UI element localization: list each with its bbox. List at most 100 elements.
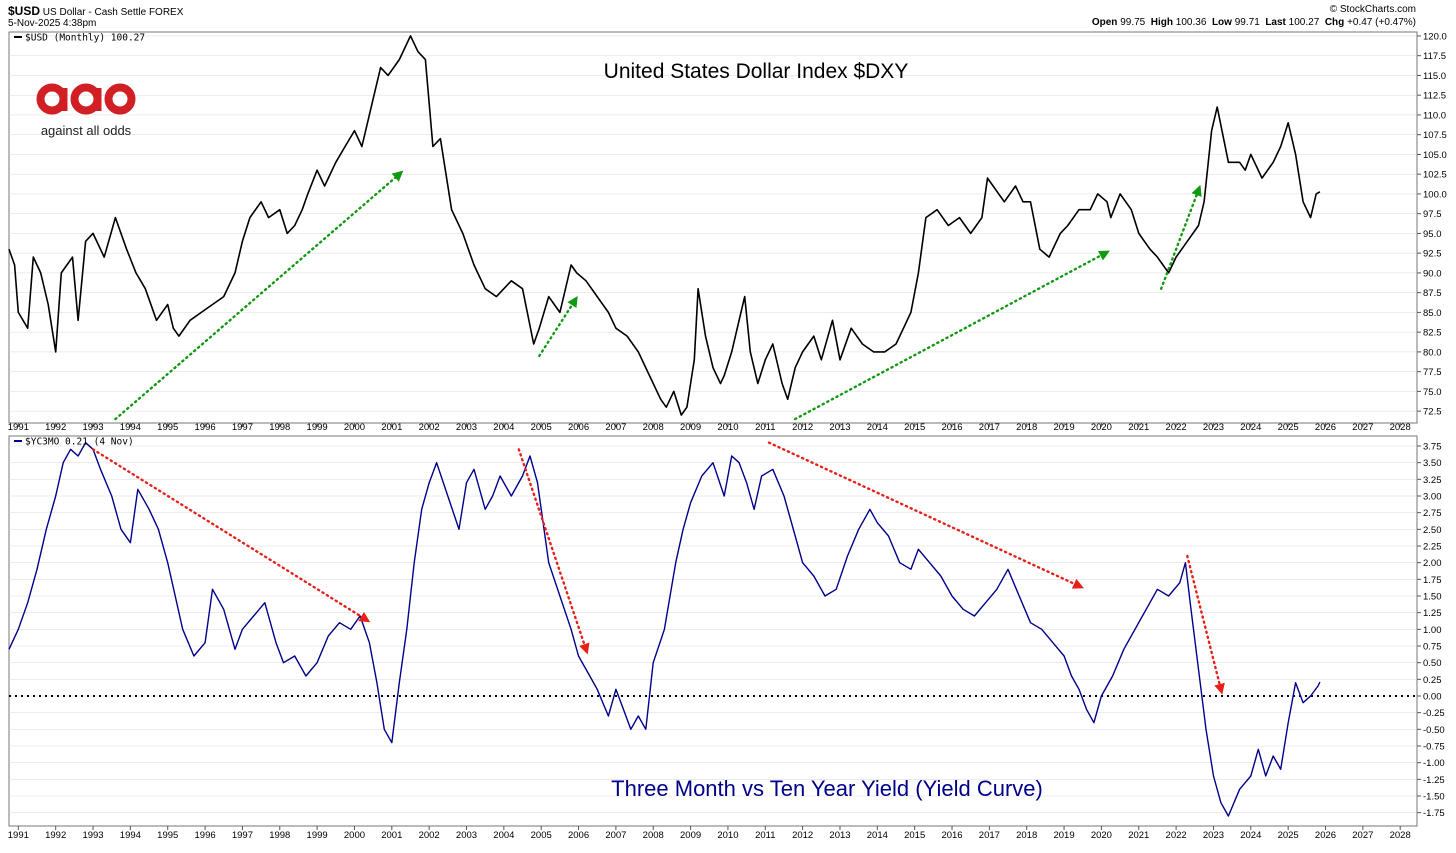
x-tick-label: 1997: [232, 422, 253, 433]
y-tick-label: 0.75: [1423, 642, 1442, 653]
x-tick-label: 2023: [1203, 830, 1224, 841]
y-tick-label: 110.0: [1423, 110, 1446, 121]
logo-stem: [59, 88, 68, 111]
y-tick-label: 87.5: [1423, 288, 1442, 299]
x-tick-label: 2022: [1166, 830, 1187, 841]
x-tick-label: 2021: [1128, 422, 1149, 433]
downtrend-arrow: [517, 448, 590, 655]
uptrend-arrow: [538, 296, 578, 358]
downtrend-arrow: [767, 441, 1084, 589]
y-tick-label: 115.0: [1423, 71, 1446, 82]
x-tick-label: 2016: [941, 830, 962, 841]
logo-tagline: against all odds: [41, 123, 132, 138]
x-tick-label: 2006: [568, 830, 589, 841]
downtrend-arrow: [1186, 554, 1225, 695]
y-tick-label: 2.75: [1423, 508, 1442, 519]
x-tick-label: 2003: [456, 422, 477, 433]
uptrend-arrow: [114, 170, 404, 421]
y-tick-label: -1.00: [1423, 758, 1445, 769]
y-tick-label: 1.25: [1423, 608, 1442, 619]
plot-frame: [8, 435, 1418, 827]
y-tick-label: 0.00: [1423, 692, 1442, 703]
x-tick-label: 2003: [456, 830, 477, 841]
y-tick-label: 77.5: [1423, 367, 1442, 378]
y-tick-label: 0.25: [1423, 675, 1442, 686]
y-tick-label: 0.50: [1423, 658, 1442, 669]
y-tick-label: 85.0: [1423, 308, 1442, 319]
symbol: $USD: [8, 4, 41, 18]
x-tick-label: 2004: [493, 830, 514, 841]
legend-label: $USD (Monthly) 100.27: [25, 33, 145, 44]
y-tick-label: 95.0: [1423, 229, 1442, 240]
downtrend-arrow: [91, 448, 371, 623]
y-tick-label: 90.0: [1423, 268, 1442, 279]
x-tick-label: 1994: [120, 422, 141, 433]
x-tick-label: 1997: [232, 830, 253, 841]
x-tick-label: 2024: [1240, 830, 1261, 841]
yield-curve-chart-title: Three Month vs Ten Year Yield (Yield Cur…: [611, 776, 1043, 801]
x-tick-label: 2005: [531, 830, 552, 841]
x-tick-label: 2007: [605, 422, 626, 433]
x-tick-label: 1995: [157, 422, 178, 433]
x-tick-label: 1999: [307, 422, 328, 433]
x-tick-label: 2025: [1278, 422, 1299, 433]
instrument-name: US Dollar - Cash Settle: [42, 7, 147, 18]
x-tick-label: 1999: [307, 830, 328, 841]
x-tick-label: 1993: [82, 422, 103, 433]
logo-stem: [93, 88, 102, 111]
x-tick-label: 2017: [979, 830, 1000, 841]
y-tick-label: 120.0: [1423, 31, 1447, 42]
x-tick-label: 2027: [1352, 830, 1373, 841]
x-tick-label: 2019: [1053, 422, 1074, 433]
y-tick-label: 107.5: [1423, 130, 1447, 141]
x-tick-label: 1991: [8, 830, 29, 841]
ohlc-item: Chg +0.47 (+0.47%): [1324, 17, 1416, 28]
y-tick-label: 117.5: [1423, 51, 1446, 62]
x-tick-label: 2002: [419, 422, 440, 433]
x-tick-label: 2013: [829, 830, 850, 841]
x-tick-label: 2017: [979, 422, 1000, 433]
y-tick-label: 1.50: [1423, 592, 1442, 603]
y-tick-label: -0.25: [1423, 708, 1445, 719]
x-tick-label: 2025: [1278, 830, 1299, 841]
x-tick-label: 2000: [344, 422, 365, 433]
x-tick-label: 2008: [643, 830, 664, 841]
uptrend-arrow: [793, 250, 1110, 421]
y-tick-label: 75.0: [1423, 387, 1442, 398]
x-tick-label: 2014: [867, 422, 888, 433]
y-tick-label: 102.5: [1423, 170, 1447, 181]
x-tick-label: 2026: [1315, 830, 1336, 841]
x-tick-label: 2012: [792, 422, 813, 433]
x-tick-label: 2007: [605, 830, 626, 841]
x-tick-label: 2006: [568, 422, 589, 433]
x-tick-label: 2015: [904, 422, 925, 433]
y-tick-label: -1.75: [1423, 808, 1445, 819]
x-tick-label: 2021: [1128, 830, 1149, 841]
chart-date: 5-Nov-2025 4:38pm: [8, 18, 97, 29]
ohlc-item: Open 99.75: [1091, 17, 1146, 28]
y-tick-label: 1.00: [1423, 625, 1442, 636]
x-tick-label: 2010: [717, 830, 738, 841]
y-tick-label: 2.00: [1423, 558, 1442, 569]
x-tick-label: 1998: [269, 422, 290, 433]
x-tick-label: 2028: [1390, 422, 1411, 433]
y-tick-label: -1.25: [1423, 775, 1445, 786]
x-tick-label: 2024: [1240, 422, 1261, 433]
x-tick-label: 1996: [195, 830, 216, 841]
y-tick-label: 97.5: [1423, 209, 1442, 220]
x-tick-label: 2020: [1091, 422, 1112, 433]
x-tick-label: 2009: [680, 830, 701, 841]
x-tick-label: 2012: [792, 830, 813, 841]
y-tick-label: 92.5: [1423, 249, 1442, 260]
x-tick-label: 2004: [493, 422, 514, 433]
logo-ring: [104, 83, 136, 115]
x-tick-label: 1992: [45, 422, 66, 433]
x-tick-label: 2013: [829, 422, 850, 433]
y-tick-label: 80.0: [1423, 347, 1442, 358]
x-tick-label: 2011: [755, 830, 775, 841]
y-tick-label: 105.0: [1423, 150, 1447, 161]
x-tick-label: 2009: [680, 422, 701, 433]
x-tick-label: 2028: [1390, 830, 1411, 841]
y-tick-label: 3.00: [1423, 492, 1442, 503]
x-tick-label: 2018: [1016, 830, 1037, 841]
